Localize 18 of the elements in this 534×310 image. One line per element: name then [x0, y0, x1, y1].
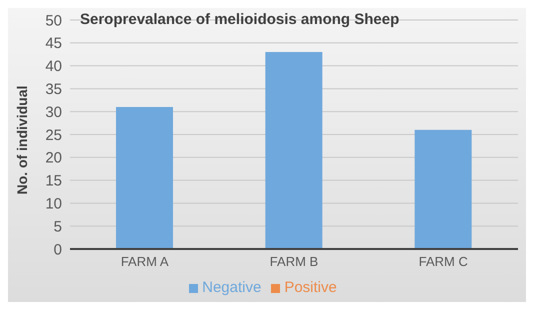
y-tick-label: 40: [45, 58, 62, 76]
x-tick-label: FARM A: [120, 254, 169, 270]
chart-title: Seroprevalance of melioidosis among Sheep: [80, 11, 400, 28]
y-tick-label: 20: [45, 150, 62, 167]
y-tick-label: 30: [45, 104, 62, 121]
y-tick-label: 50: [45, 12, 62, 30]
y-tick-label: 35: [45, 81, 62, 98]
y-tick-label: 25: [45, 126, 62, 144]
legend-label: Negative: [202, 279, 262, 296]
y-axis-title: No. of individual: [14, 86, 30, 194]
y-tick-label: 0: [54, 241, 62, 258]
x-tick-label: FARM C: [418, 254, 468, 270]
y-tick-label: 5: [54, 218, 62, 236]
legend-label: Positive: [284, 279, 337, 296]
y-tick-label: 45: [45, 35, 62, 52]
y-tick-label: 15: [45, 172, 62, 190]
x-tick-label: FARM B: [270, 254, 318, 270]
y-tick-label: 10: [45, 196, 62, 213]
